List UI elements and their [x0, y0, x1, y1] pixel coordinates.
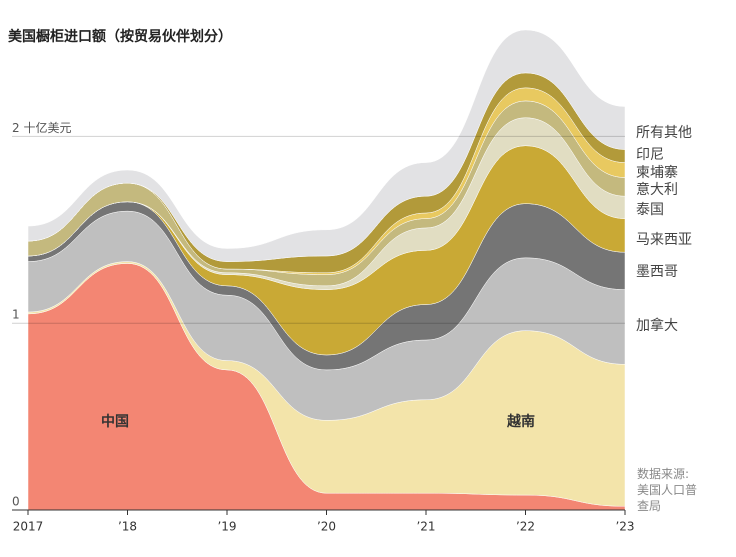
legend-label: 所有其他 — [636, 125, 692, 141]
x-tick-label: ’22 — [516, 520, 535, 534]
area-label: 中国 — [101, 413, 129, 430]
legend-label: 加拿大 — [636, 317, 678, 334]
x-tick-label: ’21 — [416, 520, 435, 534]
legend-label: 马来西亚 — [636, 232, 692, 248]
x-tick-label: ’18 — [118, 520, 137, 534]
area — [27, 29, 626, 262]
x-tick-label: 2017 — [13, 520, 44, 534]
y-tick-label: 2 十亿美元 — [12, 120, 71, 135]
y-tick-label: 1 — [12, 308, 20, 322]
legend-label: 印尼 — [636, 147, 664, 163]
legend-label: 泰国 — [636, 202, 664, 218]
legend-label: 墨西哥 — [636, 264, 678, 280]
legend-label: 柬埔寨 — [636, 164, 678, 181]
area-label: 越南 — [506, 413, 535, 430]
x-tick-label: ’23 — [615, 520, 634, 534]
chart-title: 美国橱柜进口额（按贸易伙伴划分） — [8, 28, 232, 45]
x-tick-label: ’20 — [317, 520, 336, 534]
source-note: 数据来源: 美国人口普查局 — [637, 467, 698, 513]
x-tick-label: ’19 — [217, 520, 236, 534]
legend-label: 意大利 — [636, 181, 678, 198]
y-tick-label: 0 — [12, 495, 20, 509]
